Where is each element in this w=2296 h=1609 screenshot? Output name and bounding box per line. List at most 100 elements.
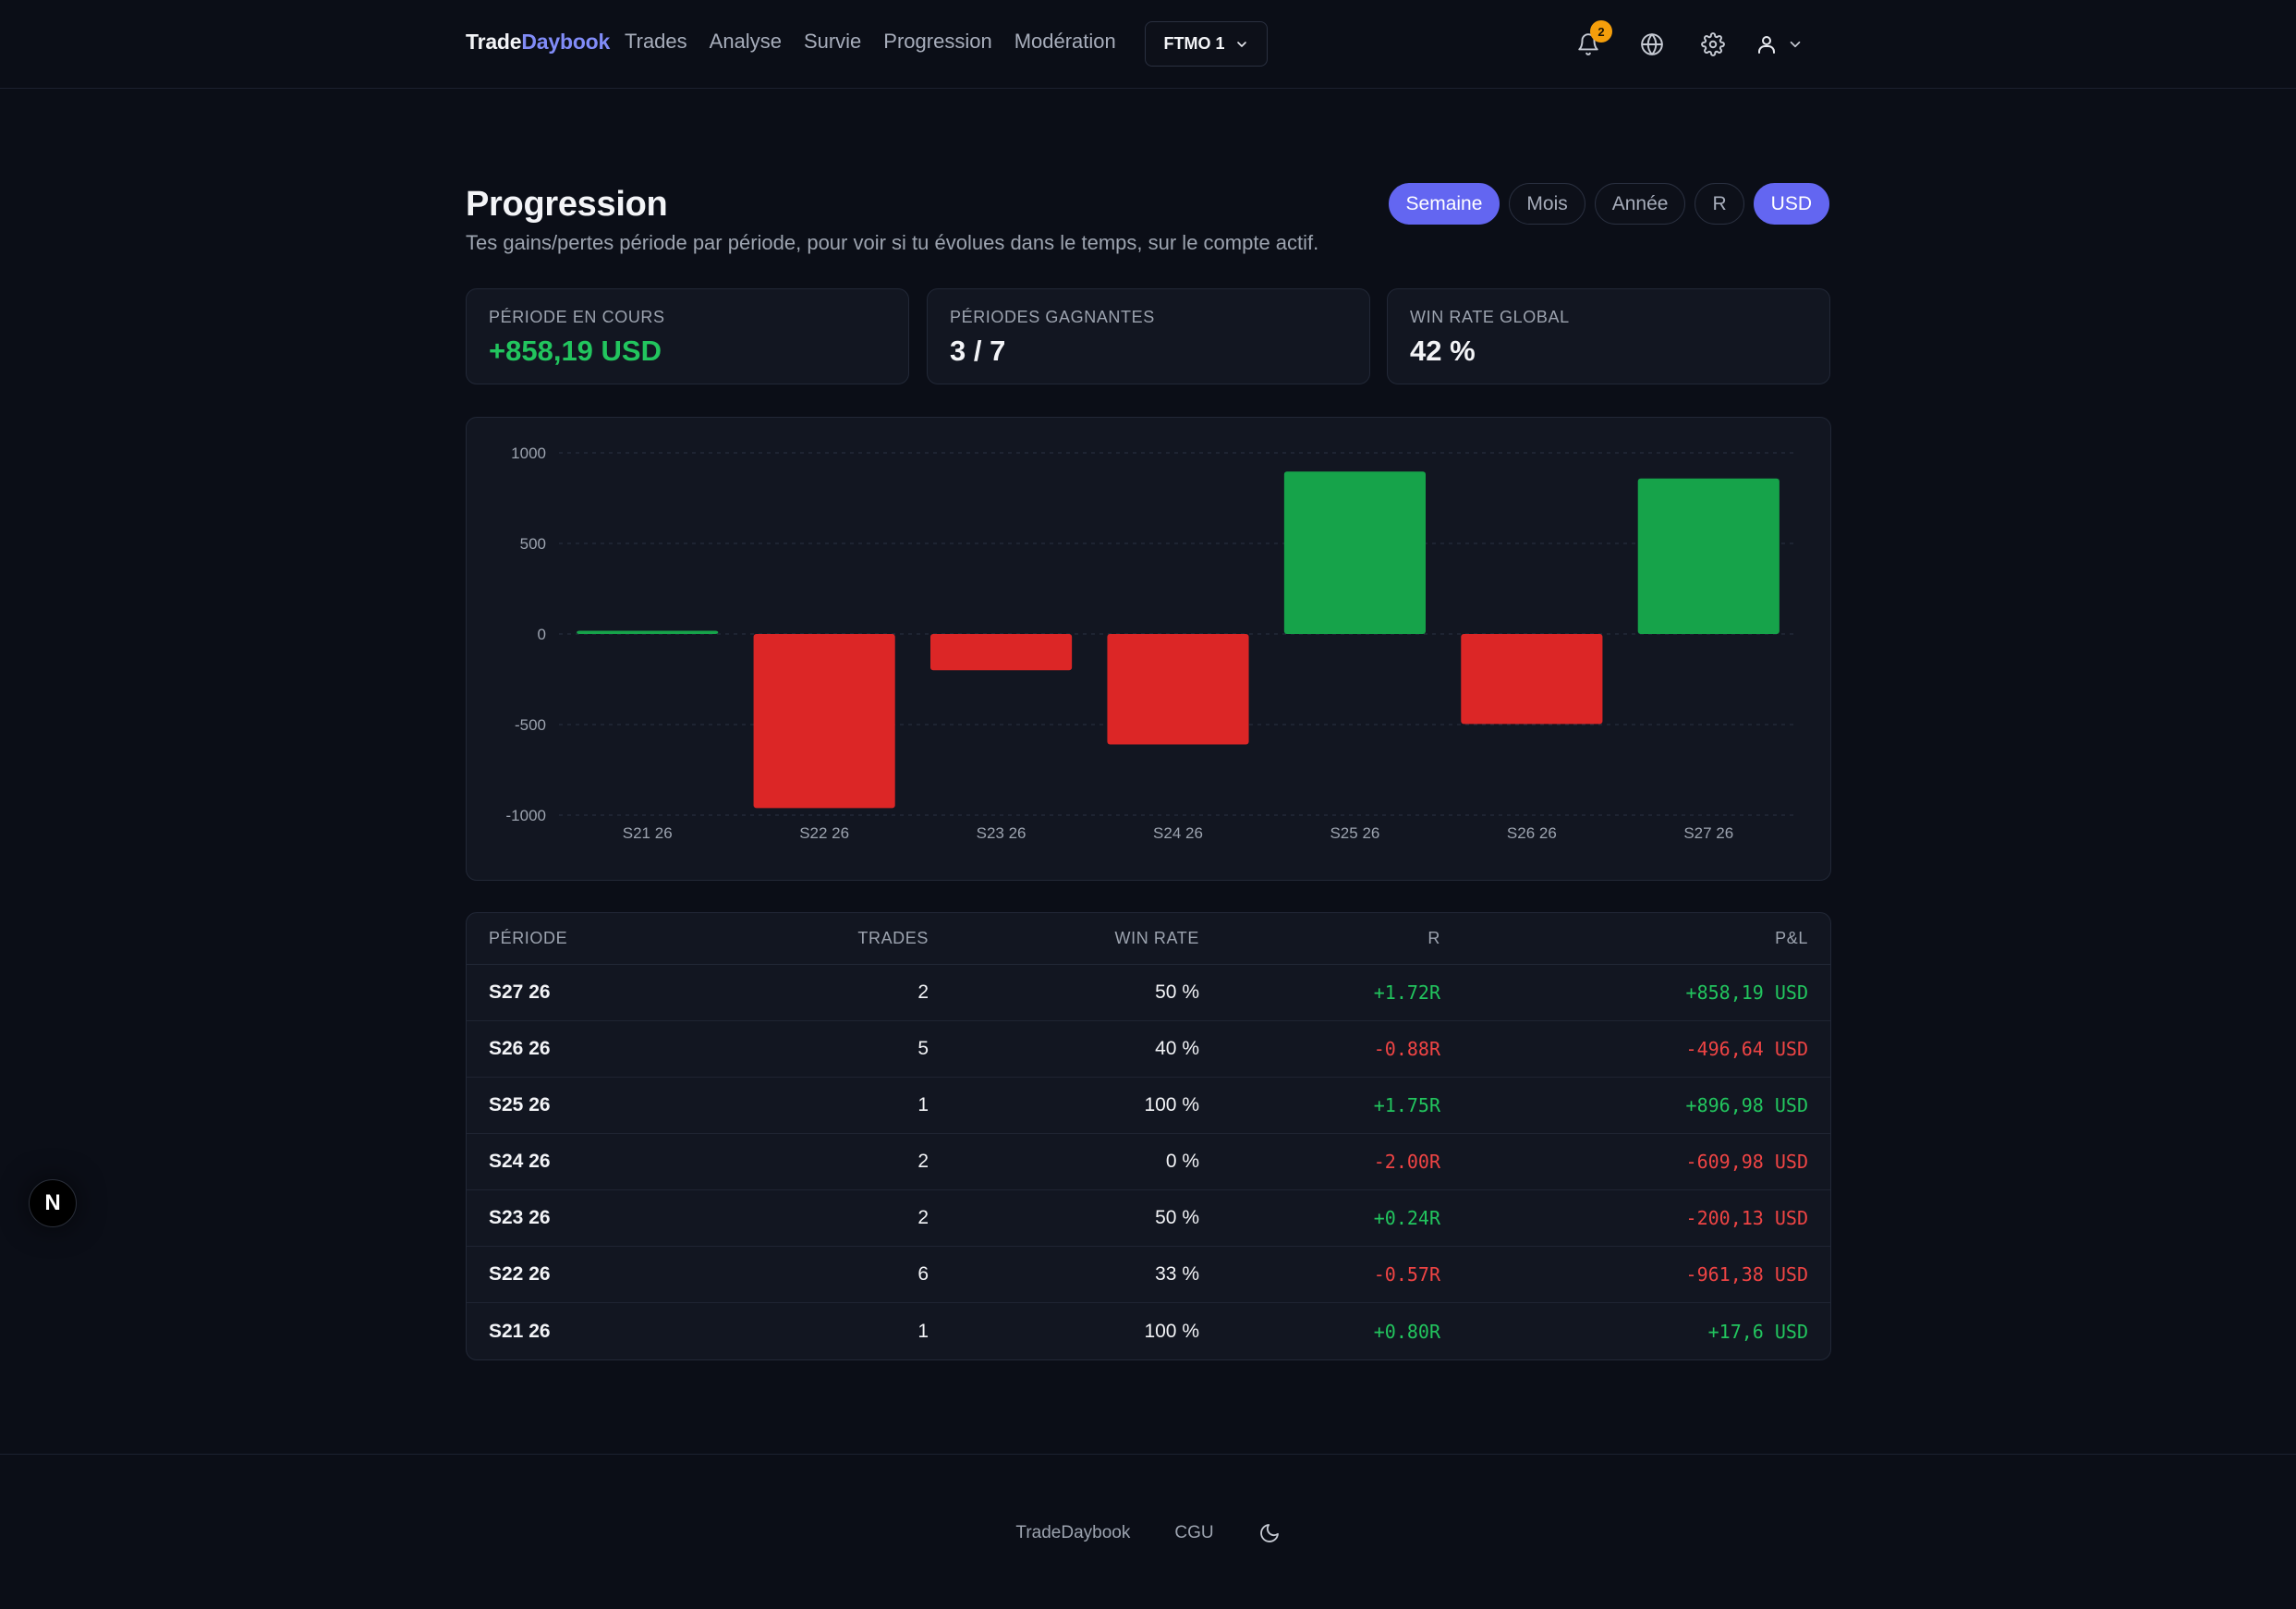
nav-trades[interactable]: Trades <box>625 30 687 53</box>
column-header-period[interactable]: PÉRIODE <box>489 929 568 947</box>
settings-button[interactable] <box>1695 26 1731 63</box>
table-row[interactable]: S24 26 2 0 % -2.00R -609,98 USD <box>467 1134 1830 1190</box>
gear-icon <box>1701 32 1725 56</box>
y-tick-label: -1000 <box>506 807 546 824</box>
toggle-mois[interactable]: Mois <box>1509 183 1585 225</box>
cell-pnl: +858,19 USD <box>1685 981 1808 1004</box>
x-tick-label: S25 26 <box>1330 824 1379 842</box>
stat-value: 42 % <box>1410 335 1476 367</box>
toggle-unit-usd[interactable]: USD <box>1753 183 1829 225</box>
chart-bar[interactable] <box>930 634 1073 671</box>
chart-bar[interactable] <box>1637 478 1780 634</box>
toggle-semaine[interactable]: Semaine <box>1388 183 1500 225</box>
cell-pnl: +896,98 USD <box>1685 1094 1808 1116</box>
column-header-trades[interactable]: TRADES <box>857 929 929 947</box>
cell-winrate: 100 % <box>1144 1094 1199 1115</box>
cell-pnl: -496,64 USD <box>1685 1038 1808 1060</box>
stat-label: WIN RATE GLOBAL <box>1410 308 1570 326</box>
cell-winrate: 50 % <box>1155 981 1199 1003</box>
stat-label: PÉRIODES GAGNANTES <box>950 308 1155 326</box>
cell-r: +1.75R <box>1373 1094 1440 1116</box>
stat-card-current-period: PÉRIODE EN COURS +858,19 USD <box>466 288 909 384</box>
cell-winrate: 50 % <box>1155 1207 1199 1228</box>
x-tick-label: S24 26 <box>1153 824 1203 842</box>
stat-label: PÉRIODE EN COURS <box>489 308 665 326</box>
y-tick-label: 1000 <box>511 445 546 462</box>
cell-trades: 2 <box>917 1207 929 1228</box>
top-navigation-bar: TradeDaybook Trades Analyse Survie Progr… <box>0 0 2296 89</box>
cell-period: S22 26 <box>489 1263 551 1285</box>
theme-toggle-button[interactable] <box>1258 1522 1281 1544</box>
cell-trades: 1 <box>917 1094 929 1115</box>
cell-r: -0.57R <box>1373 1263 1440 1286</box>
language-button[interactable] <box>1634 26 1670 63</box>
x-tick-label: S22 26 <box>799 824 849 842</box>
cell-pnl: +17,6 USD <box>1707 1320 1808 1343</box>
table-row[interactable]: S26 26 5 40 % -0.88R -496,64 USD <box>467 1021 1830 1078</box>
cell-trades: 1 <box>917 1320 929 1342</box>
globe-icon <box>1641 33 1663 55</box>
y-tick-label: -500 <box>515 716 546 734</box>
notifications-button[interactable]: 2 <box>1570 20 1612 63</box>
cell-trades: 5 <box>917 1038 929 1059</box>
cell-r: +0.80R <box>1373 1320 1440 1343</box>
user-menu-button[interactable] <box>1755 26 1804 63</box>
chart-bar[interactable] <box>1461 634 1603 725</box>
table-row[interactable]: S21 26 1 100 % +0.80R +17,6 USD <box>467 1303 1830 1359</box>
nav-analyse[interactable]: Analyse <box>709 30 782 53</box>
y-tick-label: 0 <box>538 626 546 643</box>
stat-card-global-winrate: WIN RATE GLOBAL 42 % <box>1387 288 1830 384</box>
cell-winrate: 100 % <box>1144 1320 1199 1342</box>
chart-bar[interactable] <box>577 630 719 634</box>
table-body: S27 26 2 50 % +1.72R +858,19 USD S26 26 5 40 % -… <box>467 965 1830 1359</box>
chart-bar[interactable] <box>1283 471 1426 634</box>
chart-bar[interactable] <box>753 634 895 809</box>
footer-cgu-link[interactable]: CGU <box>1174 1523 1214 1542</box>
main-nav: Trades Analyse Survie Progression Modéra… <box>625 30 1116 54</box>
cell-period: S21 26 <box>489 1320 551 1342</box>
column-header-pnl[interactable]: P&L <box>1775 929 1808 947</box>
column-header-winrate[interactable]: WIN RATE <box>1114 929 1199 947</box>
stat-value: 3 / 7 <box>950 335 1006 367</box>
table-row[interactable]: S25 26 1 100 % +1.75R +896,98 USD <box>467 1078 1830 1134</box>
bell-icon <box>1578 33 1598 55</box>
table-row[interactable]: S23 26 2 50 % +0.24R -200,13 USD <box>467 1190 1830 1247</box>
page-title: Progression <box>466 185 668 224</box>
nav-moderation[interactable]: Modération <box>1014 30 1116 53</box>
cell-pnl: -609,98 USD <box>1685 1151 1808 1173</box>
table-row[interactable]: S22 26 6 33 % -0.57R -961,38 USD <box>467 1247 1830 1303</box>
column-header-r[interactable]: R <box>1427 929 1440 947</box>
cell-r: -0.88R <box>1373 1038 1440 1060</box>
pnl-bar-chart-card: 1000 500 0 -500 -1000 S21 26 S22 26 S23 26 S24 2… <box>466 417 1831 881</box>
table-header: PÉRIODE TRADES WIN RATE R P&L <box>467 913 1830 965</box>
toggle-unit-r[interactable]: R <box>1695 183 1744 225</box>
chart-bar[interactable] <box>1107 634 1249 745</box>
cell-winrate: 33 % <box>1155 1263 1199 1285</box>
chevron-down-icon <box>1790 41 1801 48</box>
nav-survie[interactable]: Survie <box>803 30 862 53</box>
x-tick-label: S27 26 <box>1683 824 1733 842</box>
periods-table: PÉRIODE TRADES WIN RATE R P&L S27 26 2 50 … <box>466 912 1831 1360</box>
cell-period: S25 26 <box>489 1094 551 1115</box>
dev-tools-badge[interactable]: N <box>29 1179 77 1227</box>
table-row[interactable]: S27 26 2 50 % +1.72R +858,19 USD <box>467 965 1830 1021</box>
footer-brand-link[interactable]: TradeDaybook <box>1015 1523 1131 1542</box>
chevron-down-icon <box>1236 41 1246 47</box>
notification-count-badge: 2 <box>1590 20 1612 43</box>
footer: TradeDaybook CGU <box>0 1522 2296 1544</box>
toggle-annee[interactable]: Année <box>1594 183 1686 225</box>
cell-trades: 2 <box>917 1151 929 1172</box>
cell-period: S23 26 <box>489 1207 551 1228</box>
brand-logo[interactable]: TradeDaybook <box>466 30 610 55</box>
footer-divider <box>0 1454 2296 1455</box>
cell-r: -2.00R <box>1373 1151 1440 1173</box>
cell-period: S27 26 <box>489 981 551 1003</box>
view-toggles: Semaine Mois Année R USD <box>1388 183 1829 225</box>
brand-part-trade: Trade <box>466 30 522 54</box>
brand-part-daybook: Daybook <box>521 30 611 54</box>
nav-progression[interactable]: Progression <box>883 30 992 53</box>
stat-card-winning-periods: PÉRIODES GAGNANTES 3 / 7 <box>927 288 1370 384</box>
account-selector[interactable]: FTMO 1 <box>1145 21 1268 67</box>
cell-winrate: 40 % <box>1155 1038 1199 1059</box>
cell-period: S26 26 <box>489 1038 551 1059</box>
